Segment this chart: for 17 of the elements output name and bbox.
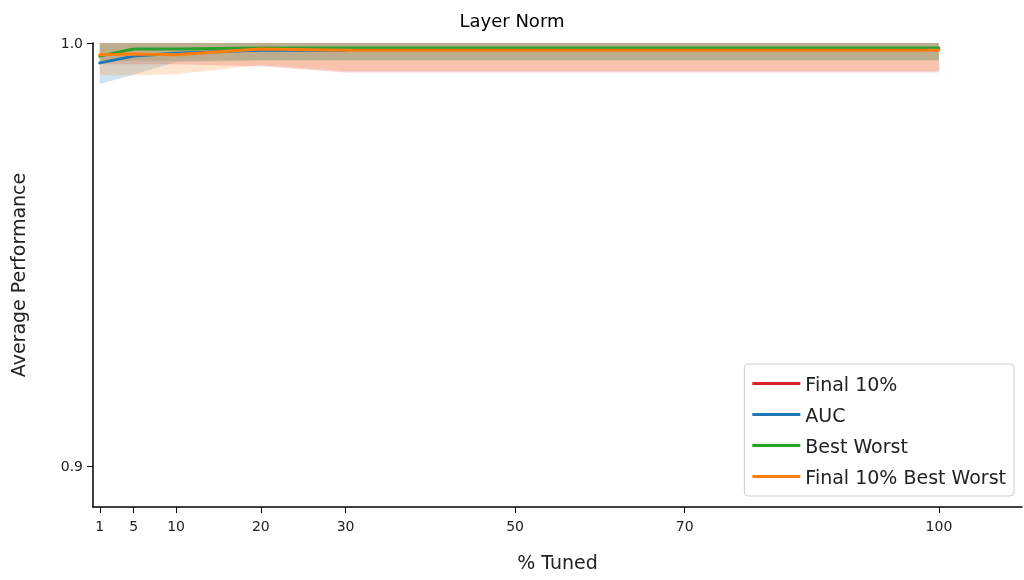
x-axis-title: % Tuned	[517, 550, 598, 573]
x-tick-label: 10	[167, 518, 185, 534]
y-tick-label: 0.9	[60, 457, 83, 474]
y-axis-title: Average Performance	[6, 172, 29, 378]
chart-title: Layer Norm	[459, 9, 565, 31]
x-tick-label: 100	[925, 518, 953, 534]
legend-label: Best Worst	[805, 434, 908, 457]
x-tick-label: 50	[506, 518, 525, 534]
x-tick-label: 30	[336, 518, 355, 534]
legend-label: Final 10%	[805, 372, 898, 395]
x-tick-label: 1	[95, 518, 105, 534]
legend-label: AUC	[805, 403, 846, 426]
x-tick-label: 20	[251, 518, 270, 534]
legend-label: Final 10% Best Worst	[805, 465, 1006, 488]
y-tick-label: 1.0	[60, 35, 83, 51]
x-tick-label: 5	[129, 518, 139, 534]
x-tick-label: 70	[675, 518, 694, 534]
